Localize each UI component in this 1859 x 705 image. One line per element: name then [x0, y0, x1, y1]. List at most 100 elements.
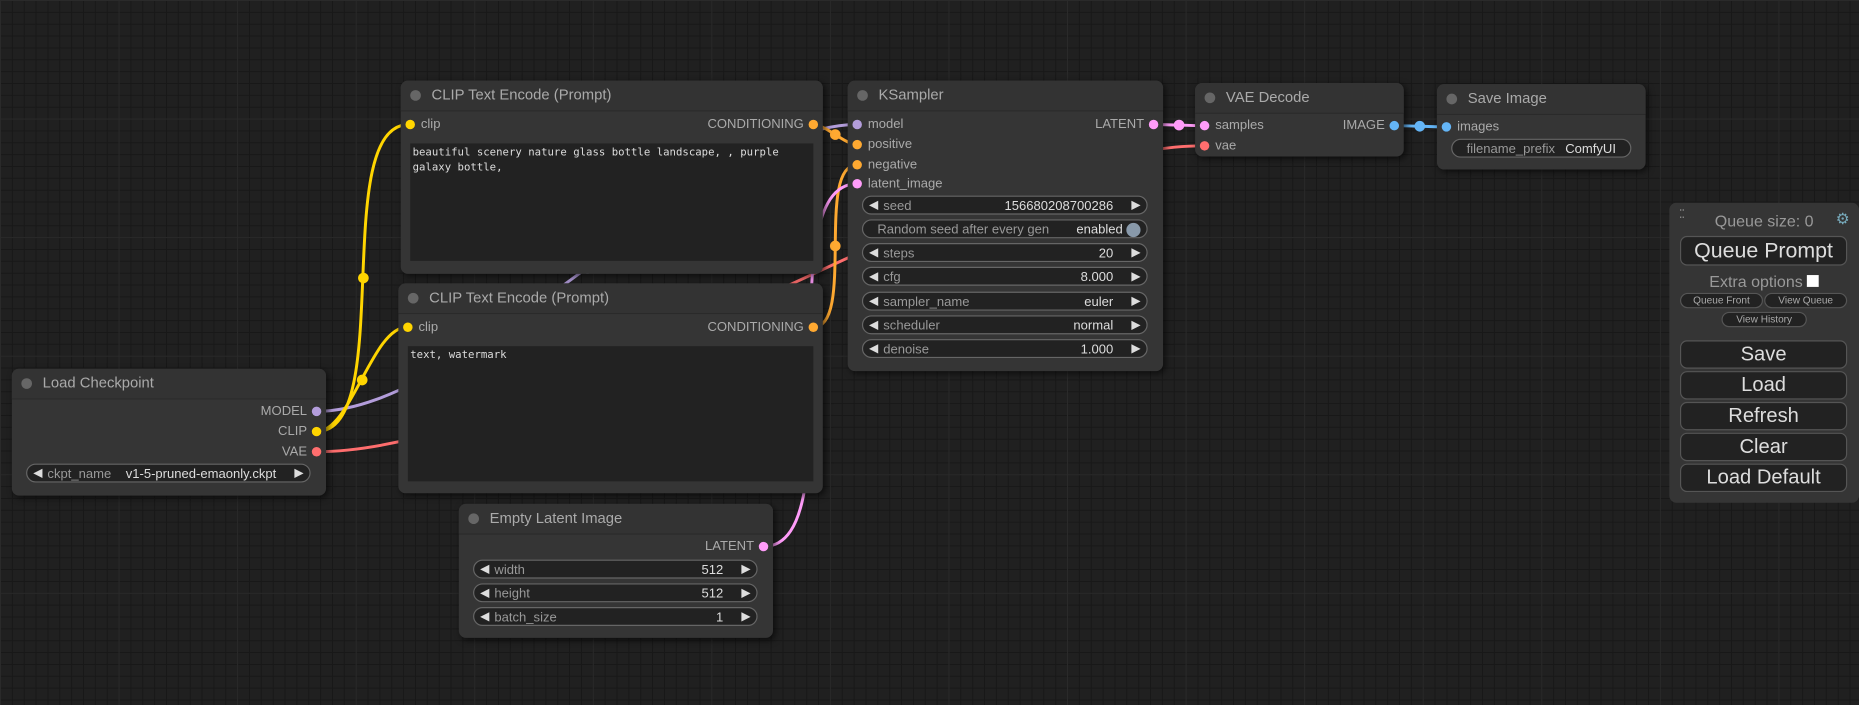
link-center-dot-icon[interactable] [1173, 119, 1184, 131]
sampler-name-widget[interactable]: ◀ sampler_name euler ▶ [861, 291, 1148, 311]
slot-dot-icon[interactable] [311, 406, 322, 417]
node-title[interactable]: KSampler [847, 80, 1164, 112]
slot-dot-icon[interactable] [852, 139, 862, 150]
node-title[interactable]: Load Checkpoint [11, 368, 327, 400]
link-center-dot-icon[interactable] [829, 240, 841, 252]
node-title[interactable]: VAE Decode [1195, 82, 1404, 114]
ckpt-name-combo[interactable]: ◀ ckpt_name v1-5-pruned-emaonly.ckpt ▶ [26, 463, 311, 483]
slot-dot-icon[interactable] [1199, 120, 1210, 131]
arrow-right-icon[interactable]: ▶ [1131, 270, 1141, 284]
arrow-right-icon[interactable]: ▶ [294, 467, 304, 481]
input-negative[interactable]: negative [848, 156, 917, 173]
drag-handle-icon[interactable]: ⁚⁚ [1678, 208, 1685, 222]
arrow-right-icon[interactable]: ▶ [1131, 318, 1141, 332]
input-clip[interactable]: clip [401, 116, 440, 133]
slot-dot-icon[interactable] [808, 322, 819, 332]
link-center-dot-icon[interactable] [1414, 120, 1426, 132]
arrow-left-icon[interactable]: ◀ [480, 610, 490, 624]
arrow-right-icon[interactable]: ▶ [1131, 342, 1141, 356]
slot-dot-icon[interactable] [311, 426, 322, 437]
seed-widget[interactable]: ◀ seed 156680208700286 ▶ [861, 195, 1148, 215]
arrow-right-icon[interactable]: ▶ [1131, 246, 1141, 260]
arrow-right-icon[interactable]: ▶ [1131, 199, 1141, 213]
arrow-left-icon[interactable]: ◀ [869, 295, 879, 309]
node-save-image[interactable]: Save Image images filename_prefix ComfyUI [1436, 84, 1646, 170]
slot-dot-icon[interactable] [1441, 122, 1452, 132]
node-title[interactable]: CLIP Text Encode (Prompt) [398, 283, 823, 315]
batch-size-widget[interactable]: ◀ batch_size 1 ▶ [473, 607, 758, 626]
slot-dot-icon[interactable] [1389, 120, 1400, 131]
collapse-dot-icon[interactable] [21, 378, 33, 389]
node-ksampler[interactable]: KSampler model positive negative latent_… [847, 80, 1164, 372]
view-queue-button[interactable]: View Queue [1764, 292, 1848, 309]
input-vae[interactable]: vae [1195, 138, 1236, 155]
arrow-right-icon[interactable]: ▶ [1131, 295, 1141, 309]
node-clip-text-encode-positive[interactable]: CLIP Text Encode (Prompt) clip CONDITION… [400, 80, 823, 274]
node-title[interactable]: Empty Latent Image [458, 503, 774, 535]
height-widget[interactable]: ◀ height 512 ▶ [473, 583, 758, 603]
output-vae[interactable]: VAE [282, 443, 326, 460]
extra-options-checkbox[interactable] [1807, 275, 1820, 287]
arrow-left-icon[interactable]: ◀ [869, 342, 879, 356]
slot-dot-icon[interactable] [1199, 141, 1210, 151]
prompt-textarea[interactable]: text, watermark [407, 346, 814, 482]
load-default-button[interactable]: Load Default [1679, 463, 1848, 493]
settings-gear-icon[interactable]: ⚙ [1835, 209, 1850, 228]
slot-dot-icon[interactable] [852, 119, 862, 130]
link-center-dot-icon[interactable] [356, 374, 367, 385]
arrow-left-icon[interactable]: ◀ [480, 586, 490, 600]
output-clip[interactable]: CLIP [278, 423, 326, 440]
slot-dot-icon[interactable] [403, 322, 413, 332]
toggle-knob-icon[interactable] [1126, 222, 1141, 237]
node-title[interactable]: CLIP Text Encode (Prompt) [400, 80, 823, 112]
input-positive[interactable]: positive [848, 136, 912, 153]
arrow-left-icon[interactable]: ◀ [869, 270, 879, 284]
arrow-left-icon[interactable]: ◀ [869, 199, 879, 213]
output-conditioning[interactable]: CONDITIONING [707, 116, 822, 133]
collapse-dot-icon[interactable] [857, 90, 868, 101]
arrow-left-icon[interactable]: ◀ [33, 467, 43, 481]
cfg-widget[interactable]: ◀ cfg 8.000 ▶ [861, 266, 1148, 286]
denoise-widget[interactable]: ◀ denoise 1.000 ▶ [861, 339, 1148, 359]
scheduler-widget[interactable]: ◀ scheduler normal ▶ [861, 315, 1148, 335]
node-title[interactable]: Save Image [1436, 84, 1646, 116]
input-images[interactable]: images [1437, 119, 1499, 136]
arrow-left-icon[interactable]: ◀ [869, 318, 879, 332]
slot-dot-icon[interactable] [852, 179, 862, 189]
view-history-button[interactable]: View History [1721, 311, 1807, 328]
slot-dot-icon[interactable] [808, 119, 819, 130]
slot-dot-icon[interactable] [852, 160, 862, 170]
output-latent[interactable]: LATENT [1095, 116, 1163, 133]
node-empty-latent-image[interactable]: Empty Latent Image LATENT ◀ width 512 ▶ ◀ he… [458, 503, 774, 638]
collapse-dot-icon[interactable] [407, 292, 419, 304]
link-center-dot-icon[interactable] [829, 129, 841, 140]
output-conditioning[interactable]: CONDITIONING [707, 319, 822, 336]
width-widget[interactable]: ◀ width 512 ▶ [473, 559, 758, 579]
refresh-button[interactable]: Refresh [1679, 401, 1848, 431]
arrow-left-icon[interactable]: ◀ [869, 246, 879, 260]
node-load-checkpoint[interactable]: Load Checkpoint MODEL CLIP VAE ◀ ckpt_nam… [11, 368, 327, 496]
node-vae-decode[interactable]: VAE Decode samples vae IMAGE [1195, 82, 1404, 157]
node-clip-text-encode-negative[interactable]: CLIP Text Encode (Prompt) clip CONDITION… [398, 283, 823, 494]
arrow-right-icon[interactable]: ▶ [741, 586, 751, 600]
clear-button[interactable]: Clear [1679, 432, 1848, 462]
arrow-left-icon[interactable]: ◀ [480, 563, 490, 577]
random-seed-toggle[interactable]: Random seed after every gen enabled [861, 219, 1148, 239]
collapse-dot-icon[interactable] [1204, 92, 1216, 104]
slot-dot-icon[interactable] [405, 119, 415, 130]
input-model[interactable]: model [848, 116, 903, 133]
slot-dot-icon[interactable] [1148, 119, 1159, 130]
collapse-dot-icon[interactable] [468, 513, 479, 525]
queue-prompt-button[interactable]: Queue Prompt [1679, 235, 1848, 266]
output-image[interactable]: IMAGE [1343, 117, 1404, 134]
prompt-textarea[interactable]: beautiful scenery nature glass bottle la… [410, 143, 814, 261]
load-button[interactable]: Load [1679, 371, 1848, 400]
save-button[interactable]: Save [1679, 340, 1848, 369]
queue-front-button[interactable]: Queue Front [1679, 292, 1763, 309]
slot-dot-icon[interactable] [311, 446, 322, 457]
output-model[interactable]: MODEL [261, 403, 326, 420]
output-latent[interactable]: LATENT [705, 538, 773, 555]
collapse-dot-icon[interactable] [1446, 93, 1458, 105]
steps-widget[interactable]: ◀ steps 20 ▶ [861, 243, 1148, 263]
